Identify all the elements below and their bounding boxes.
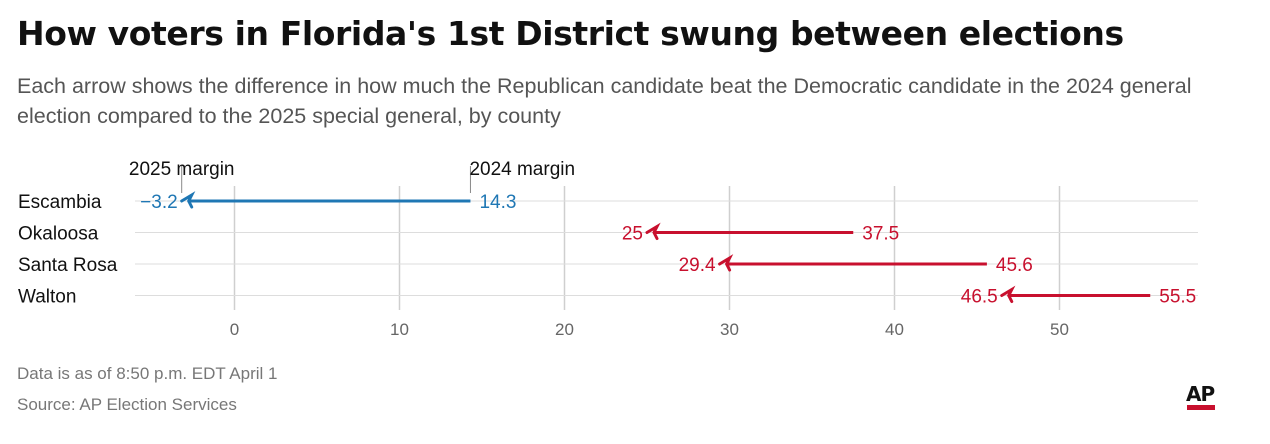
x-tick-label: 20 — [555, 320, 574, 339]
county-label: Santa Rosa — [18, 255, 118, 276]
value-label-2024: 14.3 — [479, 192, 516, 213]
county-label: Okaloosa — [18, 224, 99, 245]
x-tick-label: 0 — [230, 320, 239, 339]
x-tick-label: 30 — [720, 320, 739, 339]
x-tick-label: 10 — [390, 320, 409, 339]
arrow-chart: 0 10 20 30 40 50 2025 margin 2024 margin Escambi… — [18, 159, 1198, 339]
legend-2025-label: 2025 margin — [129, 159, 235, 180]
value-label-2025: 46.5 — [961, 287, 998, 308]
county-label: Walton — [18, 287, 76, 308]
ap-logo-underline — [1187, 405, 1215, 410]
data-timestamp-note: Data is as of 8:50 p.m. EDT April 1 — [17, 364, 278, 383]
source-note: Source: AP Election Services — [17, 395, 237, 414]
value-label-2024: 55.5 — [1159, 287, 1196, 308]
arrow-head — [718, 254, 734, 272]
arrow-head — [645, 222, 661, 240]
arrow-head — [180, 191, 196, 209]
x-tick-label: 40 — [885, 320, 904, 339]
ap-logo: AP — [1186, 382, 1215, 406]
value-label-2025: −3.2 — [140, 192, 178, 213]
value-label-2025: 25 — [622, 224, 643, 245]
county-label: Escambia — [18, 192, 102, 213]
value-label-2024: 37.5 — [862, 224, 899, 245]
value-label-2025: 29.4 — [679, 255, 716, 276]
chart-title: How voters in Florida's 1st District swu… — [17, 14, 1124, 53]
x-tick-label: 50 — [1050, 320, 1069, 339]
arrow-head — [1000, 285, 1016, 303]
legend-2024-label: 2024 margin — [469, 159, 575, 180]
chart-subtitle: Each arrow shows the difference in how m… — [17, 74, 1192, 128]
value-label-2024: 45.6 — [996, 255, 1033, 276]
